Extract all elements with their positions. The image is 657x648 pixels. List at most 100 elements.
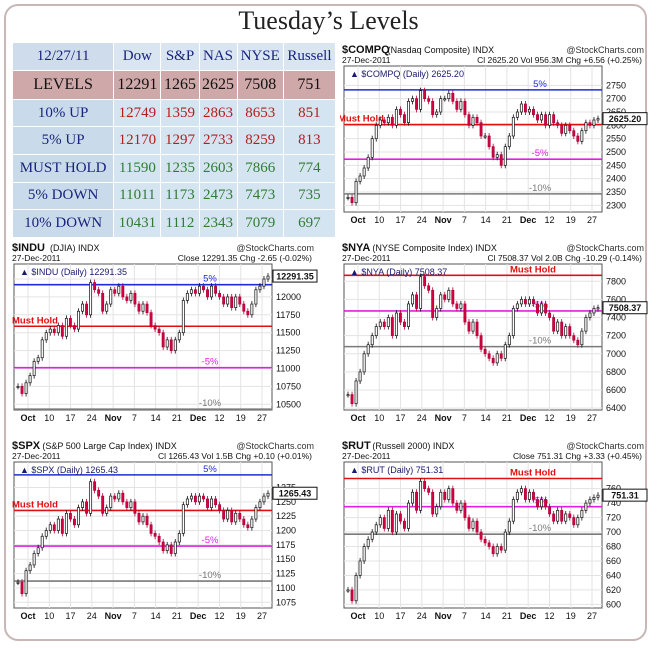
- level-label: Must Hold: [340, 114, 384, 125]
- candle: [44, 332, 48, 341]
- x-tick-label: Dec: [520, 611, 537, 621]
- x-tick-label: 7: [462, 611, 467, 621]
- candle: [390, 116, 394, 126]
- candle: [532, 299, 535, 305]
- levels-table-header: 12/27/11 Dow S&P NAS NYSE Russell: [11, 42, 337, 71]
- candle: [572, 517, 576, 526]
- candle: [362, 353, 366, 373]
- row-label: 10% UP: [11, 98, 115, 128]
- candle: [548, 114, 552, 126]
- chart-date: 27-Dec-2011: [12, 451, 61, 461]
- x-tick-label: 12: [214, 413, 224, 423]
- candle: [354, 380, 358, 405]
- column-header: S&P: [160, 42, 200, 71]
- candle: [73, 325, 76, 330]
- candle: [28, 564, 32, 572]
- candle: [479, 122, 483, 137]
- x-tick-label: 19: [566, 413, 576, 423]
- candle: [411, 294, 414, 305]
- x-tick-label: 12: [544, 413, 554, 423]
- candle: [173, 541, 177, 554]
- candle: [117, 492, 121, 500]
- chart-date: 27-Dec-2011: [12, 253, 61, 263]
- candle: [495, 546, 499, 555]
- chart-symbol: $NYA: [342, 242, 370, 254]
- y-tick-label: 660: [606, 556, 621, 566]
- level-label: Must Hold: [510, 264, 556, 275]
- candle: [584, 317, 588, 332]
- candle: [214, 498, 218, 506]
- table-cell: 735: [282, 181, 337, 211]
- candle: [193, 289, 197, 294]
- last-value-label: 7508.37: [609, 303, 642, 313]
- x-tick-label: 7: [132, 611, 137, 621]
- x-tick-label: 7: [462, 215, 467, 225]
- candle: [459, 502, 463, 511]
- table-cell: 10431: [113, 209, 162, 238]
- candle: [366, 538, 370, 547]
- candle: [471, 321, 475, 332]
- chart-name: (S&P 500 Large Cap Index) INDX: [42, 441, 176, 451]
- candle: [145, 515, 149, 526]
- candle: [523, 488, 527, 500]
- last-value-box: [602, 301, 648, 315]
- russell-chart: $RUT (Russell 2000) INDX @StockCharts.com 2…: [340, 438, 648, 634]
- candle: [528, 108, 531, 113]
- candle: [451, 92, 455, 102]
- candle: [439, 98, 443, 113]
- y-tick-label: 760: [606, 484, 621, 494]
- x-tick-label: Nov: [435, 611, 452, 621]
- chart-source: @StockCharts.com: [566, 441, 644, 451]
- row-label: MUST HOLD: [11, 154, 115, 183]
- x-tick-label: Oct: [20, 611, 35, 621]
- candle: [459, 303, 463, 309]
- candle: [105, 303, 109, 312]
- candle: [358, 175, 362, 182]
- y-tick-label: 7200: [606, 331, 626, 341]
- candle: [370, 335, 374, 346]
- candle: [358, 560, 362, 576]
- last-value-box: [272, 269, 318, 283]
- table-cell: 2733: [198, 126, 238, 156]
- table-cell: 12291: [113, 69, 162, 100]
- candle: [507, 335, 511, 346]
- column-header: NYSE: [236, 42, 284, 71]
- candle: [435, 111, 439, 116]
- candle: [540, 303, 543, 314]
- candle: [536, 499, 539, 508]
- candle: [532, 108, 535, 116]
- table-cell: 1235: [160, 154, 200, 183]
- x-tick-label: Nov: [105, 611, 122, 621]
- candle: [68, 318, 72, 326]
- candle: [495, 154, 499, 158]
- candle: [467, 517, 471, 529]
- candle: [262, 495, 266, 503]
- table-cell: 2473: [198, 181, 238, 211]
- table-row: LEVELS 12291 1265 2625 7508 751: [11, 69, 337, 100]
- candle: [431, 491, 435, 515]
- candle: [20, 386, 24, 394]
- candle: [137, 303, 141, 312]
- candle: [24, 382, 28, 394]
- candle: [242, 303, 246, 312]
- y-tick-label: 2600: [606, 120, 626, 130]
- table-cell: 2343: [198, 209, 238, 238]
- candle: [451, 488, 455, 504]
- candle: [511, 308, 515, 337]
- candle: [576, 135, 580, 142]
- candle: [354, 180, 358, 204]
- y-tick-label: 11500: [276, 328, 300, 338]
- y-tick-label: 2700: [606, 94, 626, 104]
- dow-chart: $INDU (DJIA) INDX @StockCharts.com 27-Dec-2…: [10, 240, 318, 436]
- candle: [423, 276, 427, 287]
- chart-info: Cl 7508.37 Vol 2.0B Chg -10.29 (-0.14%): [487, 253, 642, 263]
- candle: [362, 546, 366, 562]
- candle: [423, 481, 427, 489]
- candle: [580, 509, 584, 518]
- y-tick-label: 2550: [606, 134, 626, 144]
- x-tick-label: Dec: [520, 413, 537, 423]
- candle: [499, 154, 503, 166]
- last-value-box: [602, 112, 648, 126]
- candle: [141, 303, 145, 312]
- table-cell: 813: [282, 126, 337, 156]
